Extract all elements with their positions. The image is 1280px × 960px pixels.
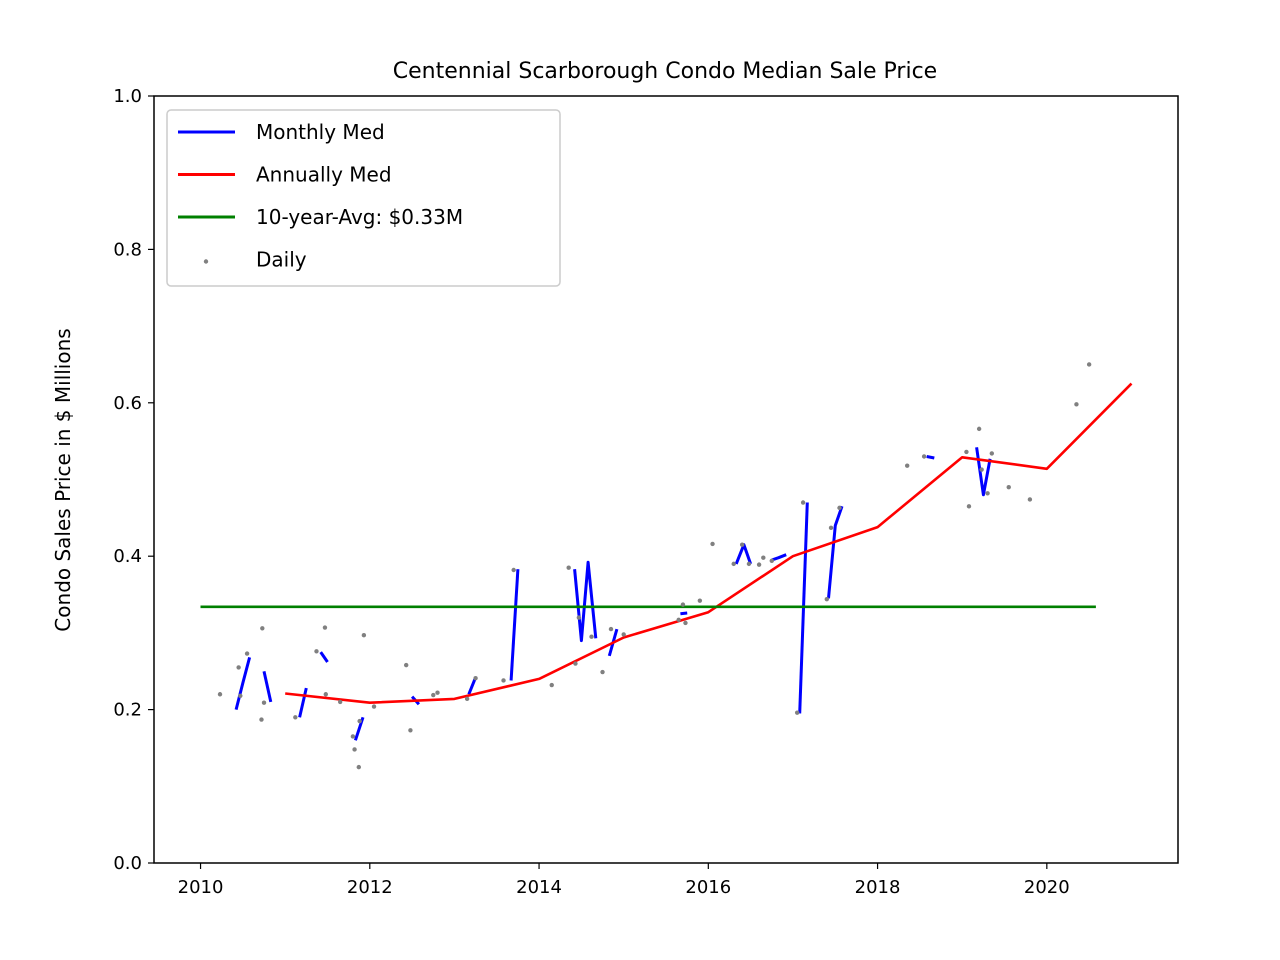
daily-point [676, 617, 681, 623]
daily-point [1074, 402, 1079, 407]
daily-point [314, 649, 319, 654]
daily-point [352, 747, 357, 752]
y-tick-label: 1.0 [113, 86, 142, 107]
y-axis-label: Condo Sales Price in $ Millions [51, 328, 75, 631]
daily-point [989, 451, 995, 456]
daily-point [323, 692, 328, 697]
daily-point [261, 700, 267, 705]
daily-point [837, 505, 842, 511]
y-tick-label: 0.0 [113, 853, 142, 874]
y-tick-label: 0.2 [113, 700, 142, 721]
monthly-median-segment [771, 553, 787, 562]
daily-point [756, 562, 762, 567]
x-tick-label: 2012 [347, 877, 393, 898]
daily-point [549, 682, 554, 688]
daily-point [985, 491, 990, 496]
daily-point [357, 718, 362, 724]
daily-point [464, 696, 470, 702]
daily-point [761, 555, 766, 560]
legend: Monthly Med Annually Med 10-year-Avg: $0.3… [166, 109, 561, 287]
daily-point [710, 541, 715, 547]
legend-box [166, 109, 561, 287]
daily-point [511, 567, 516, 573]
daily-point [966, 504, 972, 509]
daily-point [800, 500, 806, 505]
daily-point [403, 662, 409, 668]
daily-point [576, 615, 582, 620]
chart-title: Centennial Scarborough Condo Median Sale… [393, 59, 937, 84]
daily-point [473, 675, 478, 681]
monthly-median-segment [827, 505, 844, 599]
daily-point [236, 665, 241, 670]
x-tick-label: 2018 [855, 877, 901, 898]
daily-point [697, 598, 703, 603]
daily-point [244, 651, 250, 656]
daily-point [238, 693, 243, 698]
plot-frame [153, 95, 1179, 864]
daily-point [350, 734, 356, 739]
monthly-median-segment [680, 611, 688, 616]
daily-point [356, 764, 361, 770]
daily-point [731, 561, 736, 567]
x-tick-label: 2016 [685, 877, 731, 898]
x-tick-label: 2020 [1024, 877, 1070, 898]
x-tick-label: 2014 [516, 877, 562, 898]
y-tick-label: 0.4 [113, 546, 142, 567]
daily-point [600, 669, 605, 675]
daily-point [794, 710, 800, 715]
daily-point [824, 596, 829, 602]
legend-label: 10-year-Avg: $0.33M [256, 205, 463, 229]
daily-point [260, 626, 265, 631]
daily-point [769, 558, 774, 564]
daily-point [904, 463, 910, 468]
daily-point [361, 633, 367, 638]
monthly-median-segment [975, 447, 992, 497]
daily-point [322, 625, 328, 630]
monthly-median-segment [262, 670, 273, 703]
daily-point [408, 728, 413, 733]
daily-point [746, 561, 752, 567]
y-tick-label: 0.8 [113, 239, 142, 260]
daily-point [435, 690, 440, 695]
legend-label: Monthly Med [256, 120, 385, 144]
monthly-median-segment [234, 657, 252, 710]
daily-point [371, 704, 377, 709]
legend-label: Daily [256, 248, 307, 272]
daily-point [1086, 362, 1092, 367]
daily-point [259, 717, 264, 722]
daily-point [501, 678, 506, 683]
monthly-median-segment [467, 676, 477, 695]
monthly-median-segment [573, 560, 598, 643]
daily-point [431, 692, 436, 698]
daily-point [828, 525, 834, 531]
daily-point [739, 542, 745, 547]
y-tick-label: 0.6 [113, 393, 142, 414]
daily-point [680, 602, 686, 607]
daily-point [964, 449, 969, 455]
plot-area: 2010 2012 2014 2016 2018 2020 0.0 0.2 0.4 0.6 0.8 1… [113, 86, 1179, 898]
daily-point [921, 454, 927, 459]
daily-point [217, 692, 223, 697]
monthly-median-segment [926, 455, 935, 460]
legend-label: Annually Med [256, 163, 392, 187]
daily-point [293, 715, 298, 720]
daily-point [337, 699, 343, 705]
x-tick-label: 2010 [178, 877, 224, 898]
daily-point [1006, 484, 1011, 490]
monthly-median-segment [298, 687, 308, 718]
daily-point [621, 632, 626, 637]
daily-point [683, 620, 688, 626]
daily-point [608, 626, 614, 632]
daily-point [566, 565, 571, 570]
annual-median-line [285, 382, 1133, 704]
monthly-median-segment [319, 651, 329, 663]
daily-point [1027, 497, 1033, 502]
daily-point [976, 426, 982, 432]
daily-point [589, 634, 594, 639]
legend-swatch-daily [203, 259, 209, 264]
monthly-median-segment [509, 569, 520, 681]
daily-point [573, 661, 578, 666]
daily-point [979, 467, 984, 472]
